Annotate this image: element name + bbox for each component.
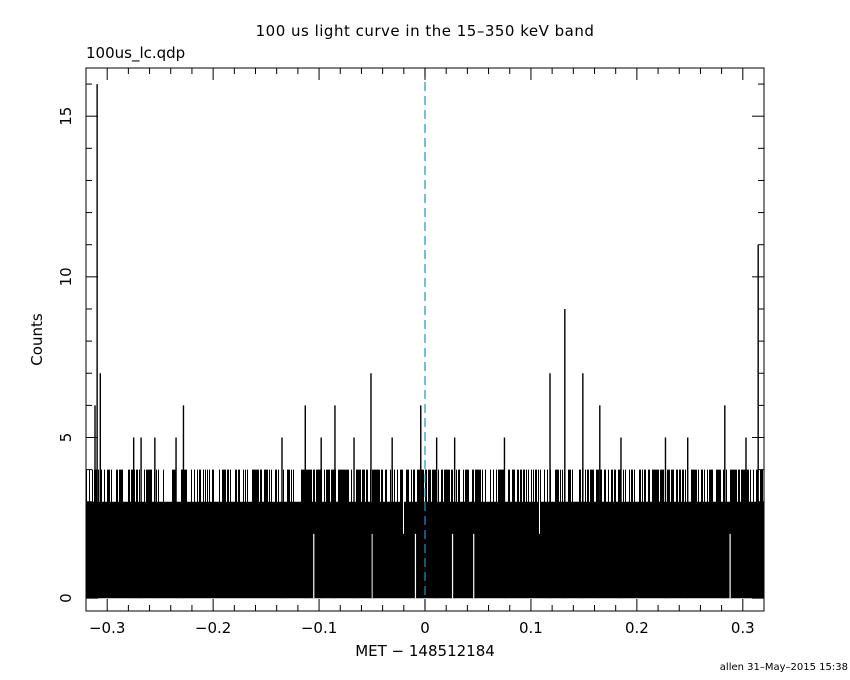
y-tick-label: 5 — [57, 433, 75, 443]
axis-ticks — [85, 68, 765, 611]
x-axis-label: MET − 148512184 — [355, 642, 495, 660]
tick-labels: −0.3 −0.2 −0.1 0 0.1 0.2 0.3 0 5 10 15 — [57, 107, 755, 637]
y-tick-label: 10 — [57, 267, 75, 286]
x-tick-label: −0.3 — [89, 619, 125, 637]
x-tick-label: 0.1 — [519, 619, 543, 637]
y-tick-label: 15 — [57, 107, 75, 126]
chart-title: 100 us light curve in the 15–350 keV ban… — [255, 22, 595, 40]
x-tick-label: 0.3 — [731, 619, 755, 637]
footer-stamp: allen 31–May–2015 15:38 — [719, 662, 848, 673]
y-axis-label: Counts — [28, 313, 46, 366]
x-tick-label: 0 — [420, 619, 430, 637]
file-name-label: 100us_lc.qdp — [86, 44, 186, 62]
y-tick-label: 0 — [57, 593, 75, 603]
count-bars — [86, 84, 764, 599]
x-tick-label: −0.1 — [301, 619, 337, 637]
x-tick-label: −0.2 — [195, 619, 231, 637]
x-tick-label: 0.2 — [625, 619, 649, 637]
